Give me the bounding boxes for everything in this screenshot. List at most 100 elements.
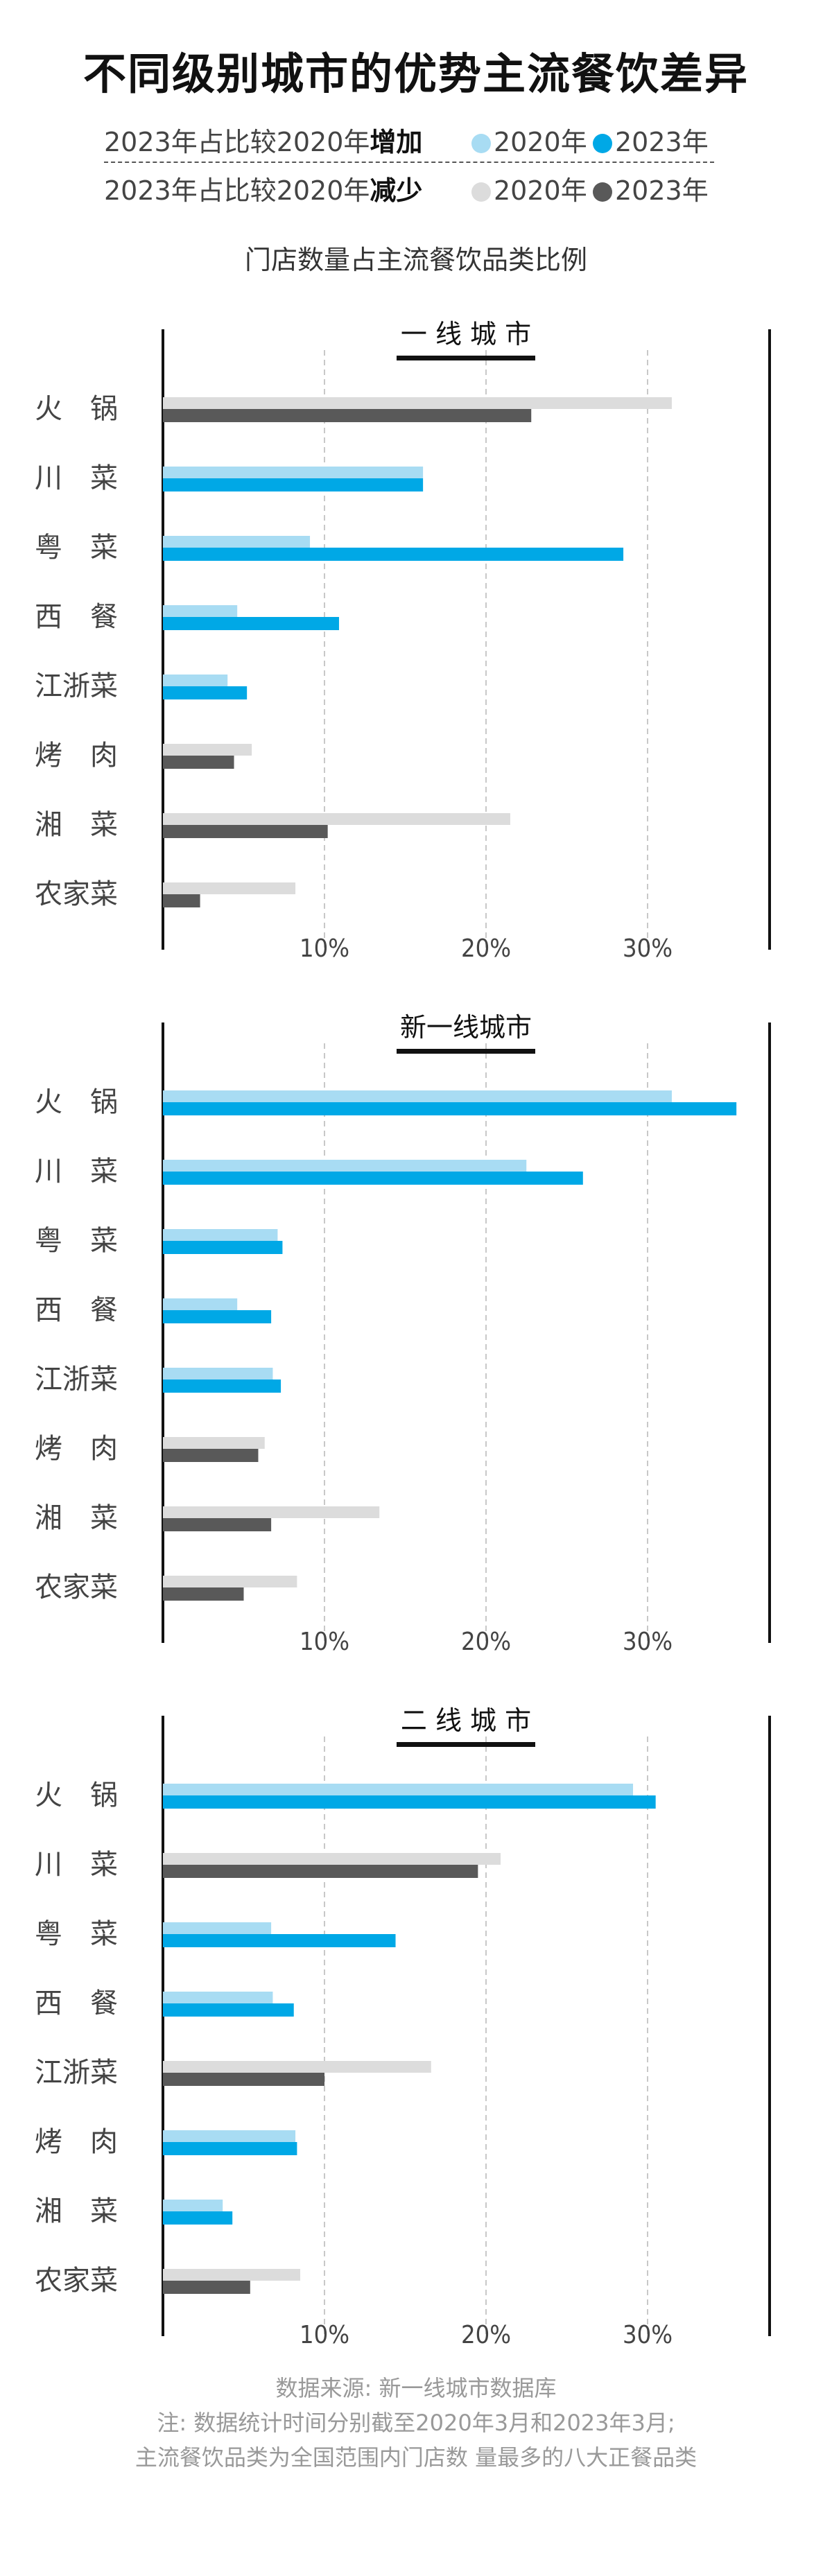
- bar-2020: [163, 1368, 273, 1380]
- legend-divider: [104, 162, 714, 163]
- category-label: 湘 菜: [35, 2195, 118, 2227]
- bar-2023: [163, 1380, 281, 1393]
- bar-2020: [163, 397, 672, 409]
- legend-increase-2023: 2023年: [593, 121, 709, 159]
- category-label: 粤 菜: [35, 1225, 118, 1257]
- x-tick-label: 20%: [461, 1628, 511, 1656]
- footer-note-2: 主流餐饮品类为全国范围内门店数 量最多的八大正餐品类: [135, 2444, 697, 2471]
- panel-title-underline: [397, 356, 535, 360]
- bar-2023: [163, 1518, 272, 1531]
- bar-2023: [163, 1241, 283, 1254]
- panel-title-underline: [397, 1049, 535, 1054]
- category-label: 湘 菜: [35, 1502, 118, 1534]
- legend-decrease-row: 2023年占比较2020年减少 2020年 2023年: [104, 165, 714, 207]
- bar-2023: [163, 2142, 297, 2155]
- category-label: 烤 肉: [35, 2126, 118, 2158]
- category-label: 农家菜: [35, 2265, 118, 2297]
- footer-note-1: 注: 数据统计时间分别截至2020年3月和2023年3月;: [157, 2410, 675, 2436]
- x-tick-label: 10%: [300, 1628, 349, 1656]
- bar-2020: [163, 1506, 380, 1518]
- footer-source: 数据来源: 新一线城市数据库: [275, 2375, 557, 2401]
- bar-2020: [163, 536, 311, 548]
- bar-2023: [163, 2281, 250, 2294]
- panel-title: 二 线 城 市: [401, 1705, 531, 1736]
- x-tick-label: 10%: [300, 2321, 349, 2349]
- bar-2023: [163, 1102, 737, 1115]
- category-label: 烤 肉: [35, 740, 118, 772]
- bar-2023: [163, 1795, 656, 1809]
- bar-2023: [163, 1310, 272, 1323]
- x-tick-label: 20%: [461, 934, 511, 963]
- bar-2020: [163, 1853, 501, 1865]
- bar-2020: [163, 1437, 265, 1449]
- chart-title: 不同级别城市的优势主流餐饮差异: [83, 49, 749, 99]
- category-label: 西 餐: [35, 1294, 118, 1326]
- legend-increase-row: 2023年占比较2020年增加 2020年 2023年: [104, 116, 714, 157]
- category-label: 农家菜: [35, 878, 118, 910]
- legend-dot-icon: [471, 134, 491, 153]
- category-label: 江浙菜: [35, 2057, 118, 2089]
- bar-2023: [163, 1934, 396, 1947]
- legend-decrease-text: 2023年占比较2020年减少: [104, 175, 423, 206]
- bar-2023: [163, 1587, 244, 1601]
- bar-2020: [163, 1784, 634, 1795]
- category-label: 农家菜: [35, 1572, 118, 1603]
- category-label: 川 菜: [35, 462, 118, 494]
- bar-2020: [163, 1229, 278, 1241]
- category-label: 江浙菜: [35, 670, 118, 702]
- bar-2020: [163, 1576, 297, 1587]
- bar-2020: [163, 605, 238, 617]
- bar-2023: [163, 1865, 478, 1878]
- x-tick-label: 30%: [623, 1628, 673, 1656]
- bar-2020: [163, 2200, 223, 2211]
- x-tick-label: 10%: [300, 934, 349, 963]
- category-label: 西 餐: [35, 601, 118, 633]
- bar-2020: [163, 467, 424, 478]
- bar-2023: [163, 617, 339, 630]
- category-label: 烤 肉: [35, 1433, 118, 1465]
- category-label: 火 锅: [35, 1779, 118, 1811]
- bar-2020: [163, 882, 296, 894]
- x-tick-label: 30%: [623, 934, 673, 963]
- bar-2020: [163, 813, 510, 825]
- bar-2020: [163, 2130, 296, 2142]
- bar-2020: [163, 744, 252, 756]
- bar-2023: [163, 2073, 324, 2086]
- bar-2023: [163, 2003, 294, 2017]
- legend-increase-2020: 2020年: [471, 121, 587, 159]
- category-label: 川 菜: [35, 1849, 118, 1881]
- legend-decrease-2020: 2020年: [471, 169, 587, 207]
- bar-2023: [163, 2211, 233, 2225]
- panel-title: 新一线城市: [400, 1012, 532, 1043]
- category-label: 川 菜: [35, 1156, 118, 1187]
- bar-2023: [163, 756, 234, 769]
- category-label: 江浙菜: [35, 1364, 118, 1395]
- legend-dot-icon: [593, 182, 612, 202]
- bar-2023: [163, 478, 424, 491]
- bar-2020: [163, 675, 228, 686]
- x-tick-label: 20%: [461, 2321, 511, 2349]
- bar-2020: [163, 1090, 672, 1102]
- bar-2023: [163, 548, 624, 561]
- x-tick-label: 30%: [623, 2321, 673, 2349]
- bar-2023: [163, 1172, 583, 1185]
- category-label: 湘 菜: [35, 809, 118, 841]
- legend-dot-icon: [471, 182, 491, 202]
- category-label: 火 锅: [35, 393, 118, 425]
- category-label: 西 餐: [35, 1987, 118, 2019]
- bar-2023: [163, 1449, 259, 1462]
- bar-2023: [163, 894, 200, 907]
- bar-2020: [163, 1298, 238, 1310]
- bar-2023: [163, 825, 328, 838]
- panel-title-underline: [397, 1742, 535, 1747]
- bar-2020: [163, 2269, 301, 2281]
- category-label: 粤 菜: [35, 532, 118, 564]
- bar-2023: [163, 686, 248, 699]
- legend-decrease-2023: 2023年: [593, 169, 709, 207]
- legend-increase-text: 2023年占比较2020年增加: [104, 127, 423, 157]
- bar-2020: [163, 1922, 272, 1934]
- chart-subtitle: 门店数量占主流餐饮品类比例: [244, 245, 587, 275]
